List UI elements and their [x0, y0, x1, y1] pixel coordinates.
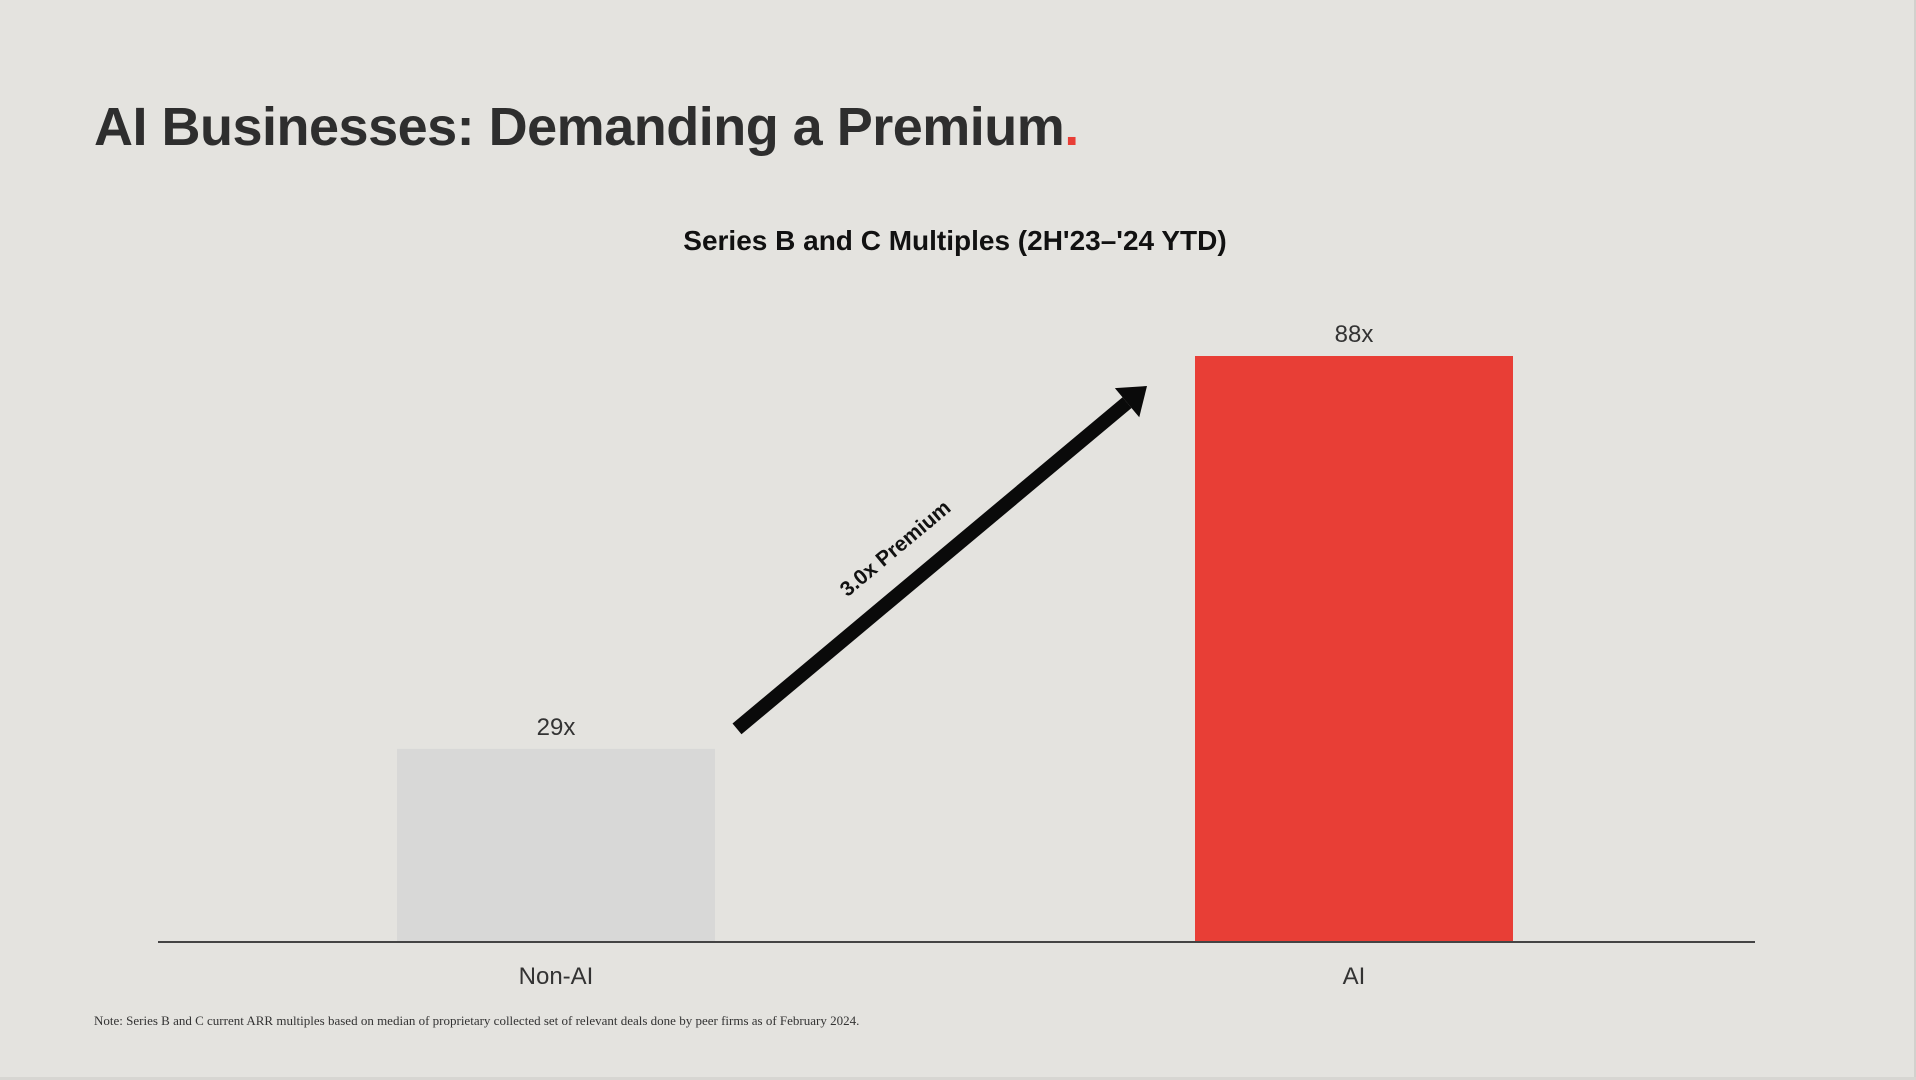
- chart-title: Series B and C Multiples (2H'23–'24 YTD): [683, 225, 1226, 256]
- slide-right-edge: [1914, 0, 1916, 1080]
- page-title-text: AI Businesses: Demanding a Premium: [94, 97, 1065, 157]
- title-accent-dot: .: [1064, 97, 1079, 157]
- premium-annotation: 3.0x Premium: [836, 496, 956, 601]
- premium-arrow-shaft: [732, 397, 1132, 735]
- data-label-ai: 88x: [1335, 321, 1374, 348]
- footnote: Note: Series B and C current ARR multipl…: [94, 1013, 860, 1028]
- bar-ai: [1195, 356, 1513, 942]
- x-tick-label-non-ai: Non-AI: [519, 963, 594, 990]
- bar-non-ai: [397, 748, 715, 942]
- x-tick-label-ai: AI: [1343, 963, 1366, 990]
- premium-arrow-head: [1114, 386, 1147, 418]
- page-title: AI Businesses: Demanding a Premium.: [94, 96, 1079, 158]
- slide-bottom-edge: [0, 1077, 1916, 1080]
- data-label-non-ai: 29x: [537, 714, 576, 741]
